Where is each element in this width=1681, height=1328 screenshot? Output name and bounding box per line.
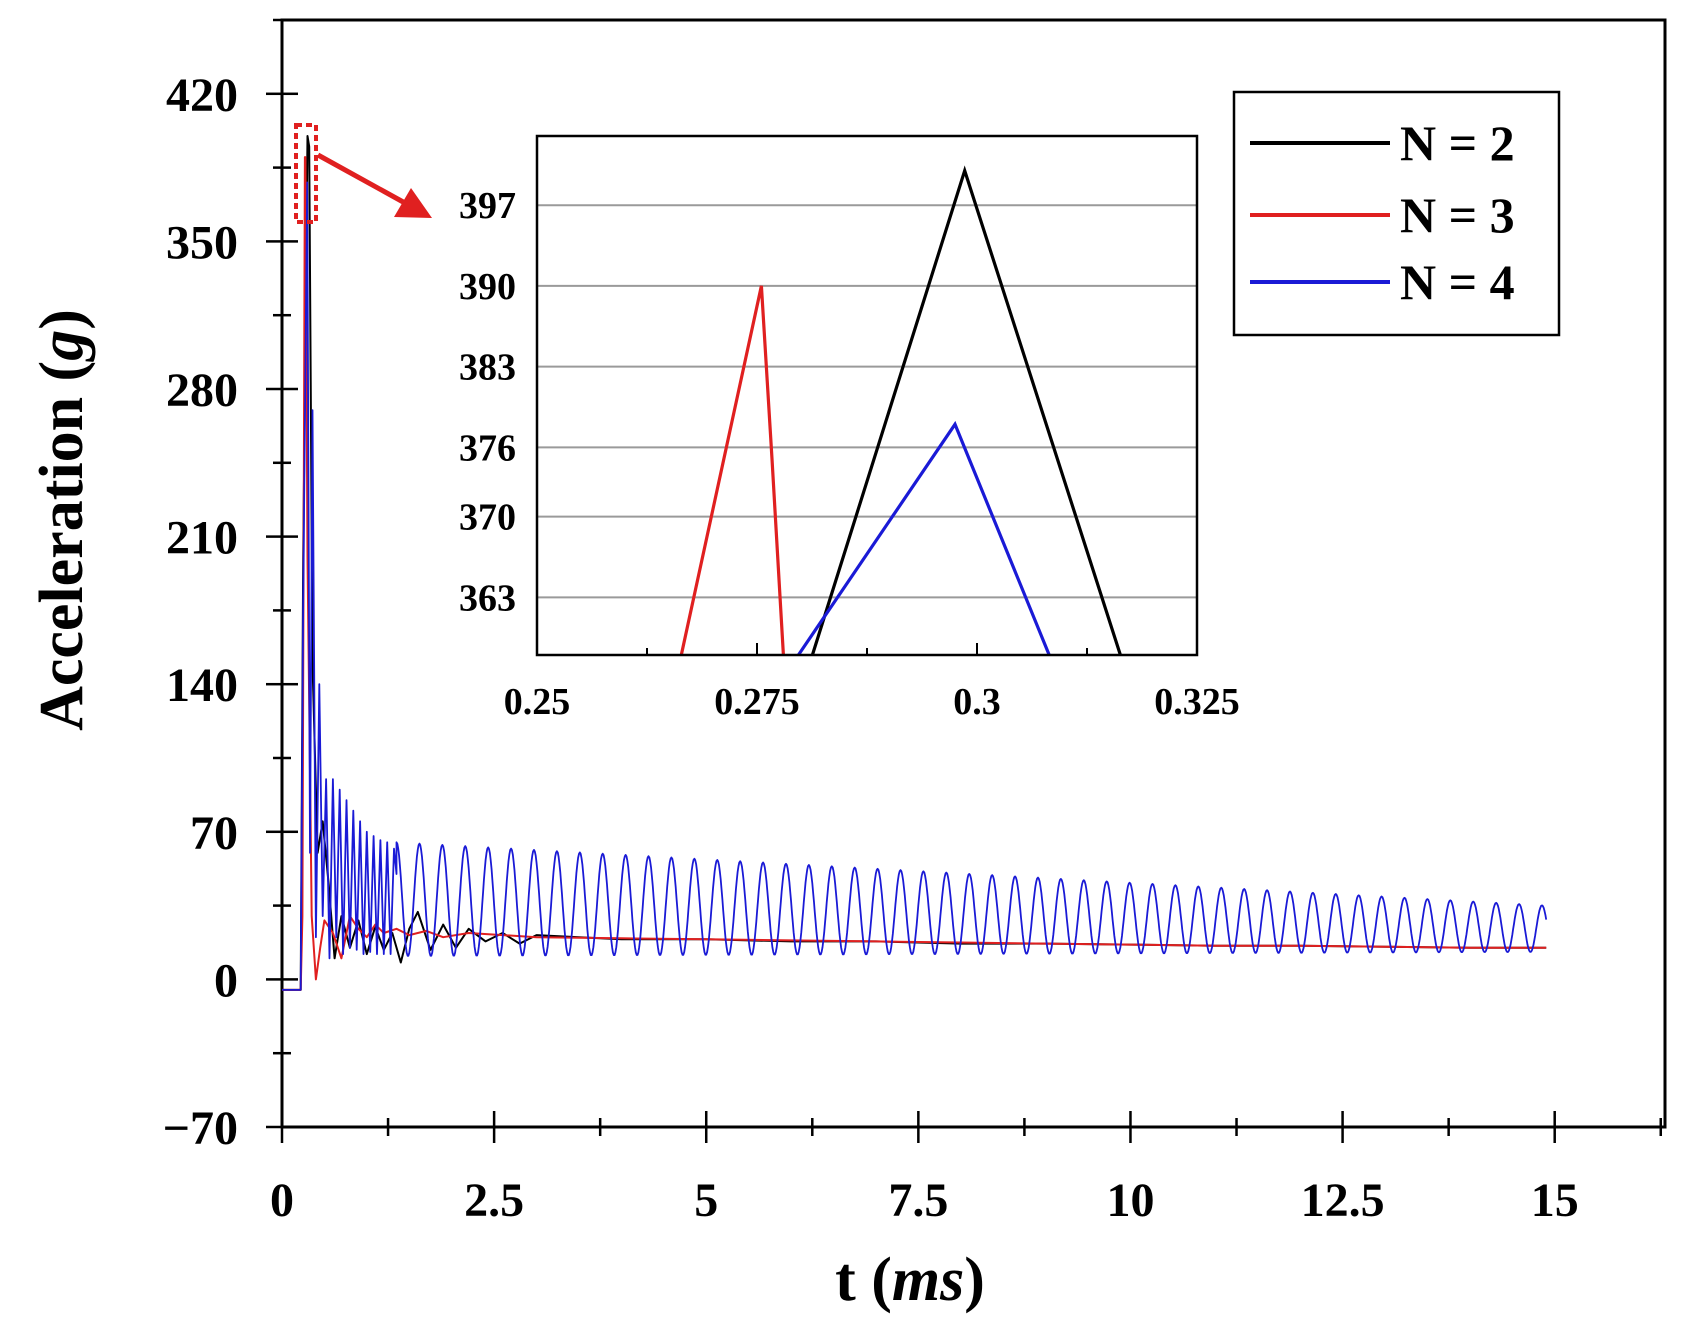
inset-y-tick-label: 370 — [459, 497, 516, 539]
inset-series-line-n2 — [810, 165, 1122, 656]
inset-x-tick-label: 0.275 — [714, 681, 800, 723]
inset-axis-ticks: 0.25 0.275 0.3 0.325 363 370 376 383 390 397 — [459, 185, 1240, 723]
inset-y-tick-label: 376 — [459, 427, 516, 469]
main-series-lines — [282, 135, 1548, 991]
inset-series-line-n4 — [797, 420, 1051, 656]
inset-series-lines — [679, 165, 1122, 656]
inset-y-tick-label: 397 — [459, 185, 516, 227]
y-tick-label: 350 — [166, 216, 238, 269]
y-tick-label: 280 — [166, 364, 238, 417]
inset-series-line-n3 — [679, 285, 785, 656]
x-tick-label: 5 — [694, 1174, 718, 1227]
legend-label-n2: N = 2 — [1400, 115, 1515, 171]
y-tick-label: 0 — [214, 954, 238, 1007]
x-tick-label: 0 — [270, 1174, 294, 1227]
y-tick-label: 140 — [166, 659, 238, 712]
x-tick-label: 10 — [1106, 1174, 1154, 1227]
inset-x-tick-label: 0.25 — [504, 681, 571, 723]
y-tick-label: 210 — [166, 512, 238, 565]
x-axis-title-text: t — [835, 1246, 856, 1314]
series-line-n4 — [282, 181, 1548, 991]
y-tick-label: 70 — [190, 807, 238, 860]
series-line-n3 — [282, 156, 1547, 991]
x-tick-label: 2.5 — [464, 1174, 524, 1227]
x-tick-label: 12.5 — [1301, 1174, 1385, 1227]
y-tick-label: −70 — [163, 1102, 238, 1155]
legend-box — [1232, 90, 1561, 337]
inset-background — [537, 136, 1197, 655]
y-axis-title-text: Acceleration — [28, 397, 96, 731]
main-plot-frame — [280, 18, 1667, 1129]
zoom-arrow-line — [316, 152, 407, 206]
y-axis-title: Acceleration (g) — [28, 309, 96, 731]
main-axis-ticks: 0 2.5 5 7.5 10 12.5 15 −70 0 70 140 210 280 350 420 — [163, 18, 1663, 1227]
inset-y-tick-label: 390 — [459, 266, 516, 308]
x-tick-label: 15 — [1531, 1174, 1579, 1227]
y-axis-unit: g — [28, 330, 96, 363]
legend: N = 2 N = 3 N = 4 — [1232, 90, 1561, 337]
inset-y-tick-label: 363 — [459, 577, 516, 619]
legend-label-n4: N = 4 — [1400, 254, 1515, 310]
zoom-arrow-head — [394, 188, 432, 218]
x-tick-label: 7.5 — [888, 1174, 948, 1227]
inset-x-tick-label: 0.325 — [1154, 681, 1240, 723]
inset-gridlines — [537, 204, 1197, 599]
inset-x-tick-label: 0.3 — [953, 681, 1001, 723]
zoom-region-marker — [294, 123, 318, 224]
x-axis-title: t (ms) — [835, 1246, 985, 1314]
x-axis-unit: ms — [892, 1246, 964, 1314]
inset-y-tick-label: 383 — [459, 347, 516, 389]
y-tick-label: 420 — [166, 69, 238, 122]
legend-label-n3: N = 3 — [1400, 187, 1515, 243]
